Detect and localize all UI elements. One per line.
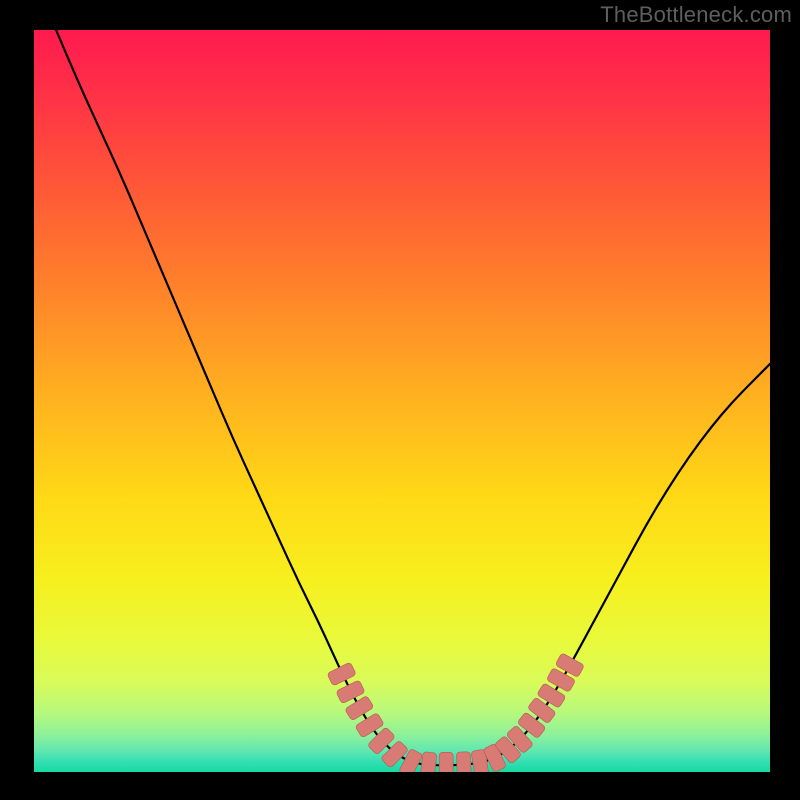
chart-svg (0, 0, 800, 800)
plot-background (34, 30, 770, 772)
watermark-text: TheBottleneck.com (600, 2, 792, 28)
chart-stage: TheBottleneck.com (0, 0, 800, 800)
